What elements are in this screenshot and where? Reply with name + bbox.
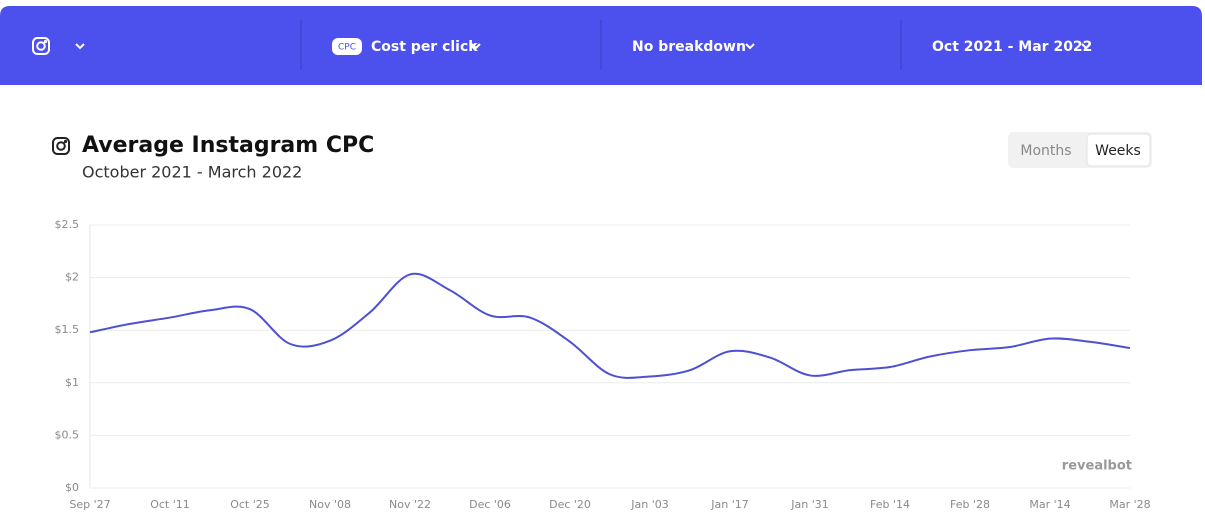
y-tick-label: $2 <box>65 271 79 284</box>
x-tick-label: Feb '14 <box>870 498 910 511</box>
x-tick-label: Jan '17 <box>710 498 748 511</box>
instagram-icon <box>52 137 70 155</box>
chevron[interactable] <box>1081 43 1091 50</box>
metric-select[interactable]: Cost per click <box>371 39 478 55</box>
y-tick-label: $0 <box>65 481 79 494</box>
x-tick-label: Jan '31 <box>790 498 828 511</box>
badge <box>332 38 362 55</box>
chart-title: Average Instagram CPC <box>82 133 374 158</box>
x-tick-label: Jan '03 <box>630 498 668 511</box>
x-tick-label: Mar '14 <box>1029 498 1070 511</box>
instagram-icon[interactable] <box>32 37 50 55</box>
watermark: revealbot <box>1062 459 1132 474</box>
x-tick-label: Sep '27 <box>69 498 110 511</box>
x-tick-label: Dec '06 <box>469 498 511 511</box>
chevron[interactable] <box>745 43 755 50</box>
y-tick-label: $2.5 <box>55 218 80 231</box>
line-series <box>89 272 1131 379</box>
x-tick-label: Nov '08 <box>309 498 351 511</box>
x-tick-label: Dec '20 <box>549 498 591 511</box>
x-tick-label: Nov '22 <box>389 498 431 511</box>
y-tick-label: $0.5 <box>55 428 80 441</box>
y-tick-label: $1.5 <box>55 323 80 336</box>
chart-subtitle: October 2021 - March 2022 <box>82 163 302 182</box>
chevron[interactable] <box>471 43 481 50</box>
x-tick-label: Feb '28 <box>950 498 990 511</box>
toggle-active <box>1086 133 1151 167</box>
range-select[interactable]: Oct 2021 - Mar 2022 <box>932 39 1092 55</box>
x-tick-label: Oct '11 <box>150 498 190 511</box>
toggle-option[interactable]: Months <box>1020 143 1071 159</box>
breakdown-select[interactable]: No breakdown <box>632 39 746 55</box>
x-tick-label: Mar '28 <box>1109 498 1150 511</box>
chevron[interactable] <box>75 43 85 50</box>
badge-text: CPC <box>338 43 356 53</box>
y-tick-label: $1 <box>65 376 79 389</box>
toggle-option[interactable]: Weeks <box>1095 143 1141 159</box>
x-tick-label: Oct '25 <box>230 498 270 511</box>
